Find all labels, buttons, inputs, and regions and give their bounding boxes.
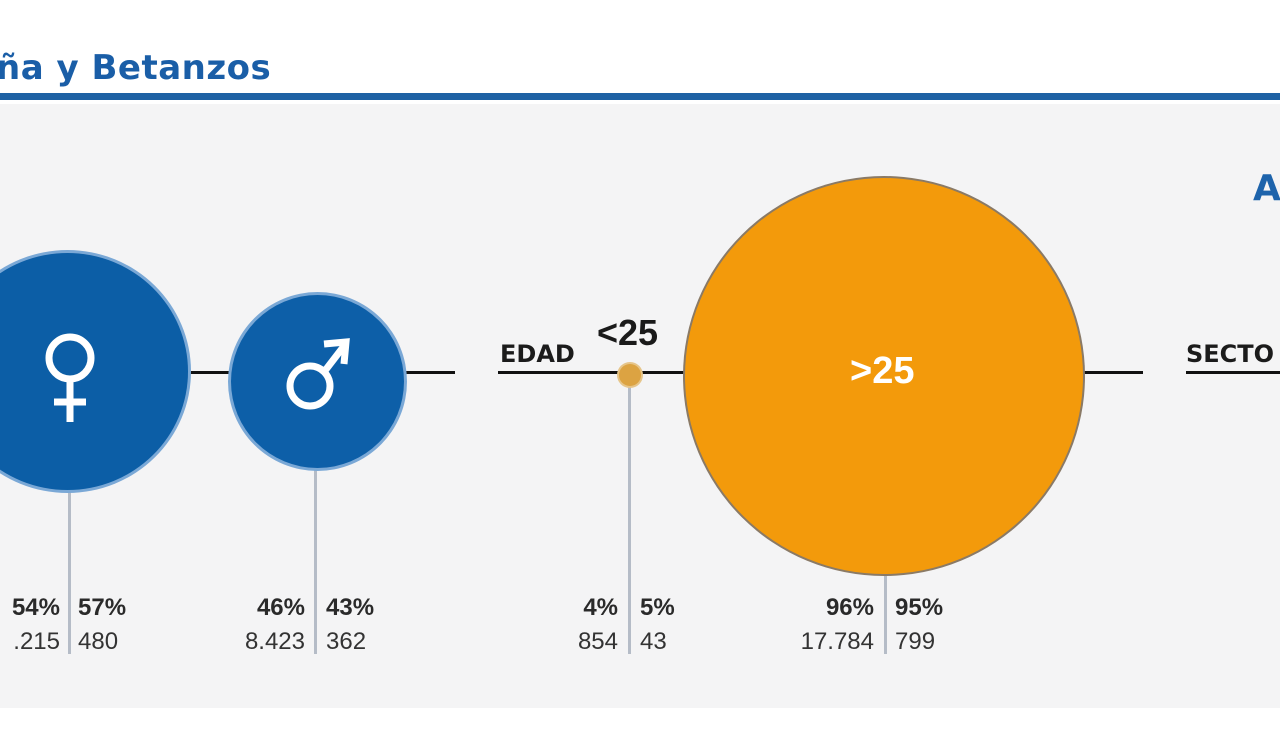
- male-right-pct: 43%: [326, 594, 375, 621]
- lt25-stat-line: [628, 384, 631, 654]
- connector-male-right: [400, 371, 455, 374]
- under-25-left-pct: 4%: [583, 594, 618, 621]
- male-circle: [231, 295, 404, 468]
- connector-female-male: [185, 371, 235, 374]
- female-stat-line: [68, 488, 71, 654]
- female-symbol-icon: [45, 333, 95, 422]
- over-25-left-num: 17.784: [800, 628, 874, 655]
- over-25-label: >25: [850, 350, 915, 392]
- male-symbol-icon: [286, 338, 350, 410]
- male-stat-line: [314, 466, 317, 654]
- female-circle: [0, 253, 188, 490]
- edge-letter: A: [1253, 168, 1280, 209]
- under-25-right-num: 43: [640, 628, 667, 655]
- female-right-pct: 57%: [78, 594, 127, 621]
- sector-label: SECTO: [1186, 340, 1275, 368]
- over-25-right-pct: 95%: [895, 594, 944, 621]
- male-left-num: 8.423: [244, 628, 305, 655]
- title-rule: [0, 93, 1280, 100]
- gt25-stat-line: [884, 572, 887, 654]
- connector-gt25-right: [1083, 371, 1143, 374]
- female-left-pct: 54%: [11, 594, 60, 621]
- page-title: ña y Betanzos: [0, 48, 272, 88]
- over-25-left-pct: 96%: [825, 594, 874, 621]
- male-right-num: 362: [326, 628, 367, 655]
- under-25-label: <25: [597, 312, 659, 353]
- edad-label: EDAD: [500, 340, 575, 368]
- sector-underline: [1186, 371, 1280, 374]
- under-25-circle: [619, 364, 641, 386]
- over-25-right-num: 799: [895, 628, 936, 655]
- edad-underline: [498, 371, 688, 374]
- under-25-left-num: 854: [577, 628, 618, 655]
- female-left-num: .215: [13, 628, 60, 655]
- under-25-right-pct: 5%: [640, 594, 675, 621]
- over-25-circle: [685, 178, 1083, 574]
- male-left-pct: 46%: [256, 594, 305, 621]
- female-right-num: 480: [78, 628, 119, 655]
